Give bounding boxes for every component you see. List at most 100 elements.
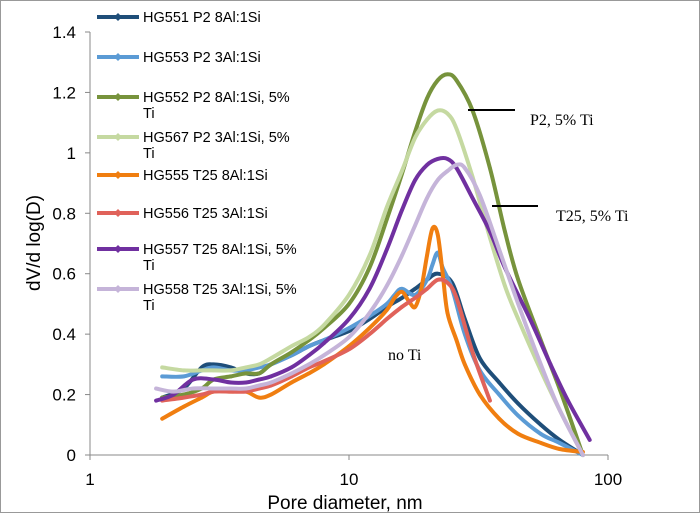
legend-item: HG557 T25 8Al:1Si, 5% Ti: [97, 242, 301, 274]
y-axis-label: dV/d log(D): [24, 195, 45, 291]
data-point: [307, 344, 311, 349]
data-point: [211, 386, 216, 391]
data-point: [503, 284, 507, 288]
data-point: [528, 317, 532, 321]
data-point: [581, 453, 585, 457]
legend-item: HG553 P2 3Al:1Si: [97, 50, 261, 66]
data-point: [400, 296, 404, 300]
data-point: [478, 193, 482, 197]
data-point: [211, 368, 216, 373]
data-point: [538, 432, 543, 436]
data-point: [503, 229, 507, 234]
legend-marker: [114, 245, 122, 253]
data-point: [244, 371, 248, 376]
legend-marker: [114, 209, 122, 217]
legend-label: HG551 P2 8Al:1Si: [143, 10, 261, 26]
data-point: [244, 365, 248, 370]
data-point: [289, 344, 294, 349]
y-ticks: 0 0.2 0.4 0.6 0.8 1 1.2 1.4: [52, 23, 90, 465]
series-line: [160, 72, 585, 457]
data-point: [385, 308, 389, 312]
legend-item: HG551 P2 8Al:1Si: [97, 10, 261, 26]
data-point: [307, 353, 311, 358]
annotation-no-ti: no Ti: [388, 347, 422, 364]
data-point: [385, 302, 389, 306]
data-point: [454, 126, 459, 131]
data-point: [548, 362, 553, 367]
data-point: [516, 413, 520, 418]
data-point: [454, 338, 459, 342]
data-point: [269, 392, 273, 397]
data-point: [367, 287, 372, 291]
y-tick-label: 0.8: [52, 204, 76, 223]
data-point: [425, 96, 429, 101]
y-tick-label: 1: [67, 144, 76, 163]
data-point: [587, 438, 592, 442]
data-point: [269, 362, 273, 367]
data-point: [566, 398, 570, 403]
data-point: [400, 305, 404, 309]
series-6: [160, 277, 492, 403]
data-point: [160, 416, 164, 421]
data-point: [557, 447, 562, 451]
data-point: [257, 377, 261, 382]
y-tick-label: 0.6: [52, 265, 76, 284]
data-point: [347, 302, 351, 306]
legend-label: HG558 T25 3Al:1Si, 5% Ti: [143, 282, 301, 314]
legend: HG551 P2 8Al:1Si HG553 P2 3Al:1Si HG552 P2…: [97, 10, 301, 314]
data-point: [413, 223, 417, 228]
data-point: [445, 157, 450, 161]
legend-marker: [114, 13, 122, 21]
data-point: [367, 326, 372, 330]
series-4: [160, 108, 585, 457]
data-point: [516, 317, 520, 321]
x-ticks: 1 10 100: [85, 455, 622, 489]
data-point: [516, 432, 520, 436]
data-point: [322, 353, 326, 358]
data-point: [497, 380, 501, 385]
data-point: [470, 196, 475, 200]
data-point: [322, 359, 326, 364]
data-point: [430, 226, 435, 231]
data-point: [347, 326, 351, 330]
legend-marker: [114, 53, 122, 61]
data-point: [289, 371, 294, 376]
data-point: [413, 178, 417, 182]
y-tick-label: 1.2: [52, 83, 76, 102]
annotation-p2-label: P2, 5% Ti: [530, 112, 594, 129]
data-point: [413, 305, 417, 309]
data-point: [435, 108, 440, 113]
data-point: [269, 374, 273, 379]
data-point: [400, 208, 404, 213]
legend-item: HG567 P2 3Al:1Si, 5% Ti: [97, 130, 294, 162]
data-point: [445, 169, 450, 173]
x-tick-label: 100: [594, 470, 622, 489]
data-point: [445, 280, 450, 285]
data-point: [385, 217, 389, 222]
data-point: [199, 392, 204, 397]
legend-item: HG555 T25 8Al:1Si: [97, 168, 268, 184]
y-tick-label: 1.4: [52, 23, 76, 42]
legend-item: HG556 T25 3Al:1Si: [97, 206, 268, 222]
data-point: [425, 163, 429, 167]
data-point: [478, 392, 482, 397]
legend-label: HG557 T25 8Al:1Si, 5% Ti: [143, 242, 301, 274]
legend-marker: [114, 171, 122, 179]
data-point: [269, 380, 273, 385]
data-point: [307, 362, 311, 367]
data-point: [347, 335, 351, 339]
data-point: [400, 290, 404, 294]
data-point: [211, 365, 216, 370]
data-point: [445, 111, 450, 116]
data-point: [244, 386, 248, 391]
data-point: [516, 277, 520, 282]
annotation-t25: T25, 5% Ti: [492, 205, 629, 225]
data-point: [367, 253, 372, 258]
data-point: [154, 386, 158, 391]
annotation-p2: P2, 5% Ti: [468, 109, 594, 129]
legend-label: HG567 P2 3Al:1Si, 5% Ti: [143, 130, 294, 162]
data-point: [244, 380, 248, 385]
data-point: [435, 178, 440, 182]
